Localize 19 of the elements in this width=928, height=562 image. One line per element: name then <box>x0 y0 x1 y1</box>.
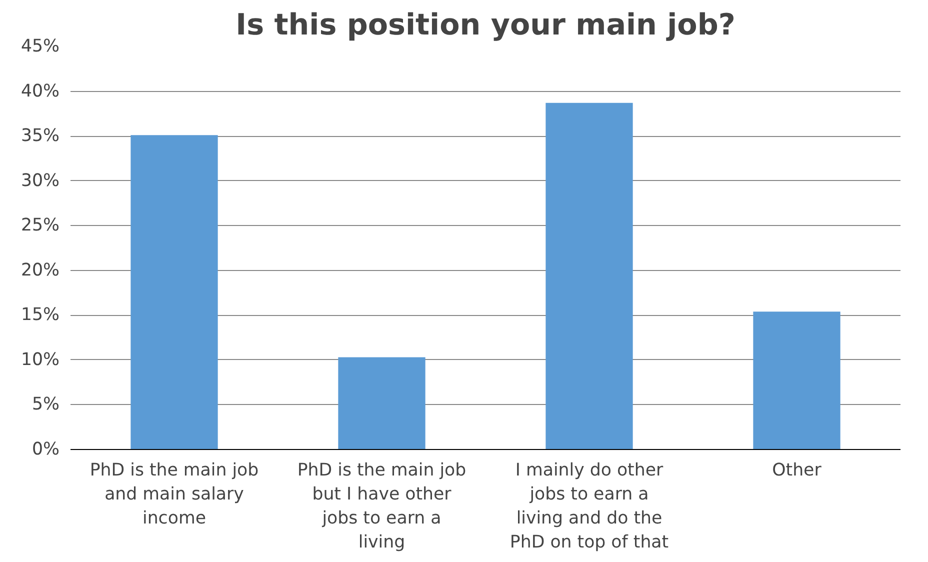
y-tick-label: 5% <box>32 394 60 415</box>
bar <box>753 312 840 450</box>
x-tick-label: I mainly do other jobs to earn a living and do the PhD on top of that <box>510 460 669 552</box>
y-tick-label: 10% <box>20 350 60 370</box>
x-tick-label: PhD is the main job and main salary income <box>90 460 259 528</box>
y-tick-label: 45% <box>20 36 60 56</box>
y-tick-label: 25% <box>20 216 60 236</box>
bar <box>130 135 218 450</box>
bar <box>338 357 426 450</box>
y-tick-label: 15% <box>20 305 60 326</box>
y-tick-label: 35% <box>20 126 60 146</box>
y-tick-label: 20% <box>20 260 60 280</box>
x-tick-label: PhD is the main job but I have other jobs to earn a living <box>297 460 466 552</box>
y-tick-label: 40% <box>20 81 60 102</box>
x-tick-label: Other <box>772 460 822 480</box>
bar <box>546 102 633 450</box>
chart-title: Is this position your main job? <box>236 8 736 42</box>
y-tick-label: 0% <box>32 440 60 460</box>
y-tick-label: 30% <box>20 170 60 191</box>
